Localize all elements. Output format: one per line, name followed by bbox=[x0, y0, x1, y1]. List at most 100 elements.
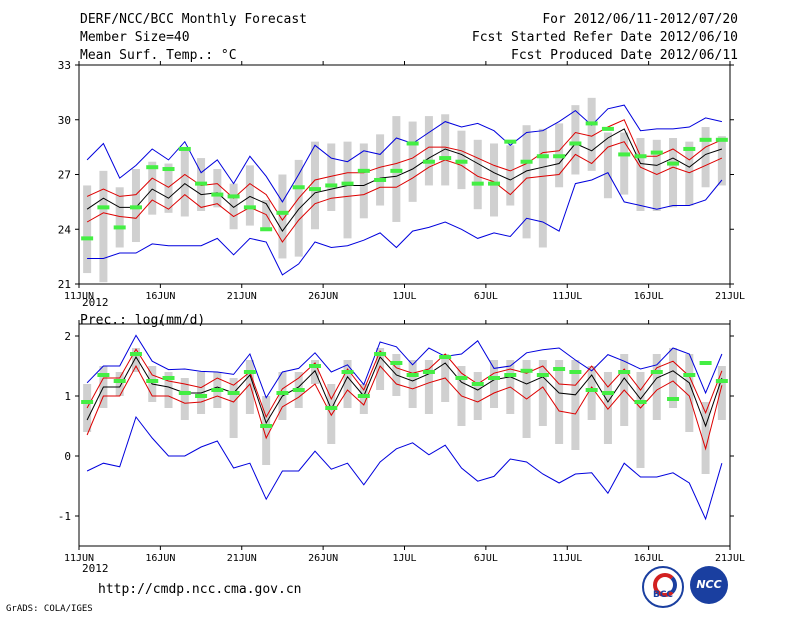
y-tick-label: 1 bbox=[64, 390, 71, 403]
observation-marker bbox=[325, 406, 338, 410]
observation-marker bbox=[341, 181, 354, 186]
ensemble-bar bbox=[571, 360, 580, 450]
precip-year-label: 2012 bbox=[82, 562, 109, 575]
ensemble-bar bbox=[685, 354, 694, 432]
y-tick-label: -1 bbox=[58, 510, 71, 523]
observation-marker bbox=[406, 141, 419, 146]
x-tick-label: 16JUL bbox=[634, 553, 664, 564]
observation-marker bbox=[585, 121, 598, 126]
x-tick-label: 6JUL bbox=[474, 553, 498, 564]
observation-marker bbox=[243, 205, 256, 210]
ensemble-bar bbox=[587, 97, 596, 171]
grads-credit: GrADS: COLA/IGES bbox=[6, 604, 93, 614]
upper-spread-line bbox=[86, 119, 723, 221]
ensemble-bar bbox=[652, 354, 661, 420]
observation-marker bbox=[667, 397, 680, 401]
observation-marker bbox=[455, 159, 468, 164]
ensemble-bar bbox=[115, 187, 124, 248]
plot-frame bbox=[78, 323, 731, 547]
ensemble-bar bbox=[245, 360, 254, 414]
bcc-logo-text: BCC bbox=[652, 590, 674, 600]
observation-marker bbox=[618, 370, 631, 374]
observation-marker bbox=[536, 154, 549, 159]
bcc-logo-icon: BCC bbox=[642, 566, 684, 608]
observation-marker bbox=[162, 167, 175, 172]
observation-marker bbox=[553, 154, 566, 159]
ensemble-bar bbox=[229, 378, 238, 438]
ensemble-bar bbox=[506, 145, 515, 206]
ensemble-bar bbox=[229, 183, 238, 230]
ensemble-bar bbox=[603, 132, 612, 199]
x-tick-label: 26JUN bbox=[308, 291, 338, 302]
observation-marker bbox=[553, 367, 566, 371]
observation-marker bbox=[276, 210, 289, 215]
ensemble-bar bbox=[131, 348, 140, 372]
observation-marker bbox=[488, 181, 501, 186]
ensemble-bar bbox=[669, 348, 678, 408]
temperature-panel: 21 24 27 30 33 11JUN 16JUN 21JUN 26JUN 1JUL 6JUL 11… bbox=[58, 59, 745, 302]
x-tick-label: 21JUN bbox=[227, 291, 257, 302]
ensemble-bar bbox=[327, 143, 336, 211]
observation-marker bbox=[390, 361, 403, 365]
ensemble-bar bbox=[685, 141, 694, 206]
observation-marker bbox=[178, 391, 191, 395]
y-tick-label: 33 bbox=[58, 59, 71, 72]
observation-marker bbox=[211, 388, 224, 392]
ensemble-mean-line bbox=[86, 355, 723, 428]
ensemble-bar bbox=[213, 169, 222, 208]
observation-marker bbox=[585, 388, 598, 392]
plot-frame bbox=[78, 64, 731, 285]
max-envelope-line bbox=[86, 334, 723, 399]
observation-marker bbox=[292, 185, 305, 190]
plot-area bbox=[81, 334, 728, 521]
observation-marker bbox=[683, 373, 696, 377]
ensemble-bar bbox=[115, 372, 124, 396]
observation-marker bbox=[667, 161, 680, 166]
x-tick-label: 21JUN bbox=[227, 553, 257, 564]
observation-marker bbox=[227, 194, 240, 199]
y-tick-label: 21 bbox=[58, 278, 71, 291]
min-envelope-line bbox=[86, 415, 723, 521]
precipitation-panel: -1 0 1 2 11JUN 16JUN 21JUN 26JUN 1JUL 6JUL 11JUL 16… bbox=[58, 320, 745, 564]
observation-marker bbox=[357, 394, 370, 398]
forecast-period: For 2012/06/11-2012/07/20 bbox=[542, 12, 738, 27]
ensemble-bar bbox=[522, 125, 531, 239]
observation-marker bbox=[634, 400, 647, 404]
observation-marker bbox=[195, 394, 208, 398]
ensemble-bar bbox=[701, 127, 710, 188]
x-tick-label: 6JUL bbox=[474, 291, 498, 302]
ensemble-bar bbox=[408, 121, 417, 202]
x-tick-label: 16JUL bbox=[634, 291, 664, 302]
x-tick-label: 11JUN bbox=[64, 553, 94, 564]
observation-marker bbox=[276, 391, 289, 395]
observation-marker bbox=[195, 181, 208, 186]
observation-marker bbox=[504, 139, 517, 144]
observation-marker bbox=[260, 424, 273, 428]
observation-marker bbox=[422, 159, 435, 164]
x-tick-label: 1JUL bbox=[392, 553, 416, 564]
observation-marker bbox=[488, 376, 501, 380]
source-url[interactable]: http://cmdp.ncc.cma.gov.cn bbox=[98, 582, 302, 597]
ensemble-bar bbox=[473, 139, 482, 210]
ensemble-bar bbox=[717, 366, 726, 420]
max-envelope-line bbox=[86, 104, 723, 203]
precip-panel-title: Prec.: log(mm/d) bbox=[80, 313, 206, 328]
member-size-label: Member Size=40 bbox=[80, 30, 190, 45]
x-tick-label: 11JUL bbox=[552, 291, 582, 302]
ensemble-mean-line bbox=[86, 128, 723, 233]
observation-marker bbox=[715, 379, 728, 383]
ensemble-bar bbox=[571, 105, 580, 175]
ensemble-bar bbox=[441, 114, 450, 186]
observation-marker bbox=[97, 205, 110, 210]
y-tick-label: 0 bbox=[64, 450, 71, 463]
ensemble-bar bbox=[310, 141, 319, 230]
ensemble-bar bbox=[424, 360, 433, 414]
ensemble-bar bbox=[164, 163, 173, 213]
observation-marker bbox=[178, 146, 191, 151]
ensemble-bar bbox=[343, 360, 352, 408]
chart-title: DERF/NCC/BCC Monthly Forecast bbox=[80, 12, 307, 27]
observation-marker bbox=[146, 165, 159, 170]
ensemble-bar bbox=[669, 138, 678, 208]
observation-marker bbox=[439, 355, 452, 359]
